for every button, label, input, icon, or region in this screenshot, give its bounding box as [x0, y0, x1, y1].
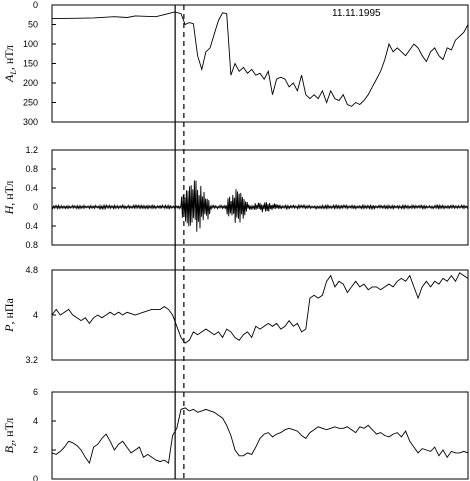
date-label: 11.11.1995 — [332, 8, 381, 19]
ytick-label: 3.2 — [25, 355, 38, 365]
ytick-label: 0 — [33, 202, 38, 212]
ytick-label: 150 — [23, 59, 38, 69]
ytick-label: 2 — [33, 445, 38, 455]
panel-frame-bz — [51, 391, 469, 480]
ytick-label: 0.4 — [25, 183, 38, 193]
panel-frame-al — [51, 4, 469, 123]
ytick-label: 1.2 — [25, 145, 38, 155]
ytick-label: 0.8 — [25, 164, 38, 174]
ytick-label: 4.8 — [25, 265, 38, 275]
ylabel-sub: L — [9, 70, 18, 76]
ylabel-unit: , нТл — [2, 418, 16, 443]
ytick-label: 200 — [23, 78, 38, 88]
ytick-label: 4 — [33, 310, 38, 320]
ylabel-unit: , нПа — [2, 297, 16, 324]
ylabel-main: B — [2, 445, 16, 453]
ylabel-bz: Bz, нТл — [2, 418, 18, 454]
ytick-label: 300 — [23, 117, 38, 127]
panel-h: 1.2 0.8 0.4 0 0.4 0.8 H, нТл — [2, 145, 469, 250]
panel-al: 0 50 100 150 200 250 300 AL, нТл — [2, 0, 469, 127]
ylabel-h: H, нТл — [2, 181, 16, 216]
ylabel-al: AL, нТл — [2, 45, 18, 83]
ytick-label: 0 — [33, 0, 38, 10]
ytick-label: 100 — [23, 39, 38, 49]
ylabel-unit: , нТл — [2, 45, 16, 70]
panel-p: 4.8 4 3.2 P, нПа — [2, 265, 469, 365]
series-line-p — [51, 272, 469, 344]
ylabel-main: A — [2, 74, 16, 83]
ytick-label: 50 — [28, 20, 38, 30]
ytick-label: 4 — [33, 416, 38, 426]
ytick-label: 0 — [33, 474, 38, 481]
ytick-label: 250 — [23, 98, 38, 108]
ylabel-unit: , нТл — [2, 181, 16, 206]
ylabel-sub: z — [9, 442, 18, 447]
panel-frame-h — [51, 149, 469, 246]
ytick-label: 6 — [33, 387, 38, 397]
ytick-label: 0.4 — [25, 221, 38, 231]
ylabel-p: P, нПа — [2, 297, 16, 332]
series-line-h — [51, 180, 469, 232]
series-line-al — [51, 11, 469, 107]
ytick-label: 0.8 — [25, 240, 38, 250]
ylabel-main: P — [2, 324, 16, 333]
ylabel-main: H — [2, 204, 16, 215]
panel-bz: 6 4 2 0 Bz, нТл — [2, 387, 469, 481]
series-line-bz — [51, 407, 469, 465]
